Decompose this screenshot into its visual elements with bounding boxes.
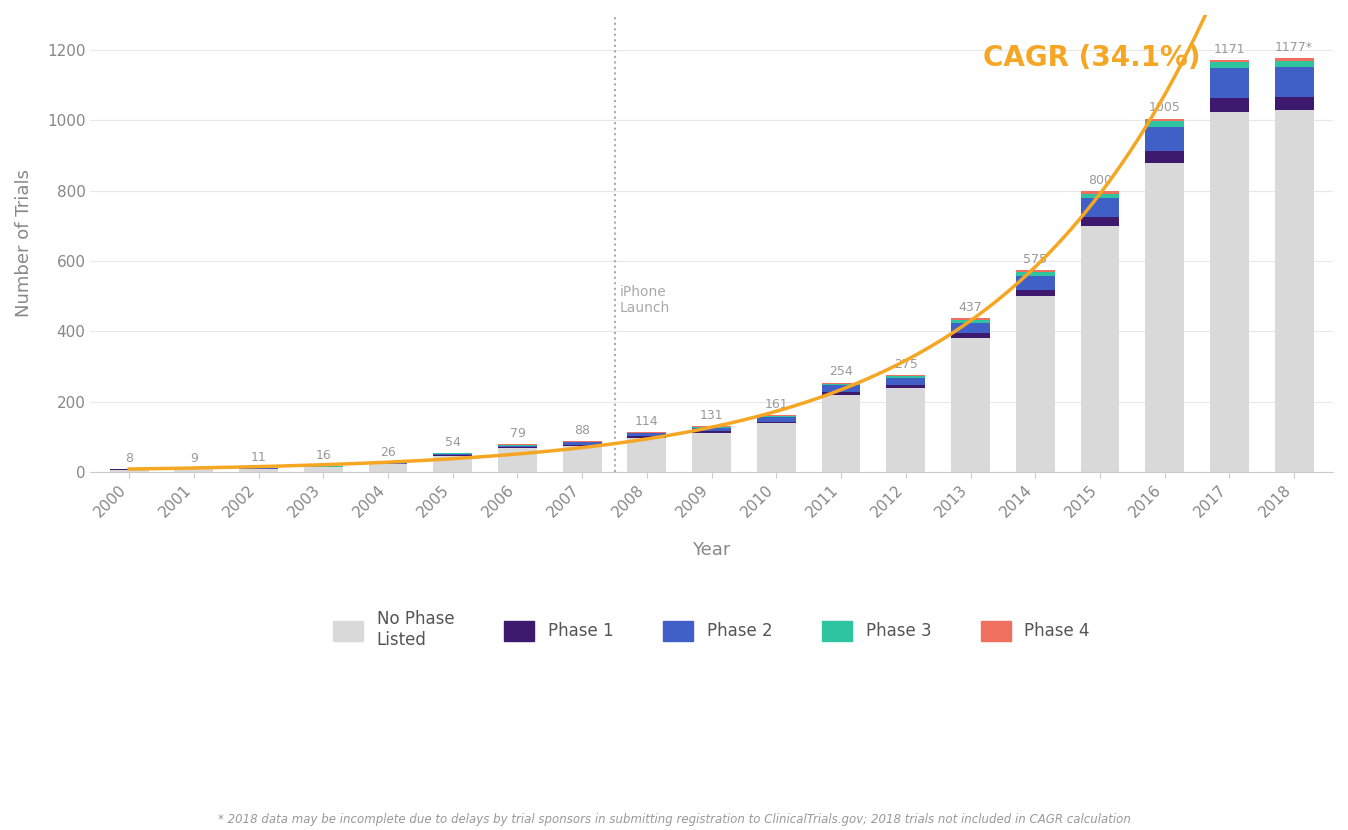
Bar xyxy=(822,392,860,394)
Bar xyxy=(627,437,666,472)
Bar xyxy=(1211,68,1248,98)
Text: iPhone
Launch: iPhone Launch xyxy=(620,285,670,315)
Bar xyxy=(497,447,537,448)
Bar xyxy=(693,431,731,432)
Bar xyxy=(1146,163,1184,472)
Bar xyxy=(1275,66,1313,96)
Bar xyxy=(822,385,860,392)
Bar xyxy=(1211,61,1248,62)
Bar xyxy=(1211,112,1248,472)
Bar xyxy=(627,432,666,433)
Bar xyxy=(497,448,537,472)
Bar xyxy=(1275,61,1313,66)
Bar xyxy=(952,319,989,320)
Bar xyxy=(952,339,989,472)
Bar xyxy=(303,467,342,472)
Bar xyxy=(887,388,925,472)
Text: 9: 9 xyxy=(190,452,198,465)
Text: 1177*: 1177* xyxy=(1275,41,1313,54)
Bar xyxy=(758,416,795,417)
Text: 1005: 1005 xyxy=(1148,101,1181,115)
Bar xyxy=(1081,217,1119,226)
Text: * 2018 data may be incomplete due to delays by trial sponsors in submitting regi: * 2018 data may be incomplete due to del… xyxy=(217,813,1131,826)
Bar xyxy=(1146,151,1184,163)
Bar xyxy=(1146,119,1184,121)
Bar xyxy=(887,385,925,388)
Bar xyxy=(758,423,795,472)
Bar xyxy=(822,383,860,385)
Text: 575: 575 xyxy=(1023,252,1047,266)
Bar xyxy=(1016,290,1054,296)
Bar xyxy=(758,417,795,422)
X-axis label: Year: Year xyxy=(693,541,731,559)
Text: 161: 161 xyxy=(764,398,789,411)
Bar xyxy=(627,433,666,437)
Bar xyxy=(1275,58,1313,61)
Bar xyxy=(1146,121,1184,127)
Text: 79: 79 xyxy=(510,427,526,440)
Bar xyxy=(1081,191,1119,194)
Bar xyxy=(1211,98,1248,112)
Bar xyxy=(562,446,601,472)
Bar xyxy=(433,456,472,472)
Bar xyxy=(1016,270,1054,272)
Bar xyxy=(562,442,601,445)
Bar xyxy=(1016,276,1054,290)
Bar xyxy=(1081,226,1119,472)
Text: 275: 275 xyxy=(894,358,918,371)
Bar xyxy=(1016,296,1054,472)
Legend: No Phase
Listed, Phase 1, Phase 2, Phase 3, Phase 4: No Phase Listed, Phase 1, Phase 2, Phase… xyxy=(326,603,1097,656)
Bar xyxy=(1275,96,1313,110)
Bar xyxy=(368,464,407,472)
Bar xyxy=(1016,272,1054,276)
Text: 114: 114 xyxy=(635,415,659,427)
Bar xyxy=(758,415,795,416)
Text: 88: 88 xyxy=(574,424,590,437)
Bar xyxy=(1146,127,1184,151)
Bar xyxy=(562,445,601,446)
Bar xyxy=(693,427,731,431)
Text: 54: 54 xyxy=(445,436,461,449)
Bar xyxy=(887,378,925,385)
Text: 1171: 1171 xyxy=(1213,43,1246,56)
Text: 131: 131 xyxy=(700,408,724,422)
Bar xyxy=(952,323,989,334)
Bar xyxy=(497,446,537,447)
Y-axis label: Number of Trials: Number of Trials xyxy=(15,169,32,317)
Bar xyxy=(693,432,731,472)
Bar xyxy=(952,320,989,323)
Bar xyxy=(952,334,989,339)
Text: 26: 26 xyxy=(380,446,396,458)
Bar xyxy=(1081,194,1119,198)
Bar xyxy=(758,422,795,423)
Text: 437: 437 xyxy=(958,301,983,314)
Bar xyxy=(1081,198,1119,217)
Text: 800: 800 xyxy=(1088,173,1112,187)
Bar xyxy=(1211,62,1248,68)
Text: 11: 11 xyxy=(251,451,267,464)
Bar xyxy=(239,469,278,472)
Bar xyxy=(1275,110,1313,472)
Bar xyxy=(174,469,213,472)
Bar xyxy=(109,470,148,472)
Bar xyxy=(887,375,925,376)
Bar xyxy=(822,394,860,472)
Text: CAGR (34.1%): CAGR (34.1%) xyxy=(984,44,1201,72)
Text: 8: 8 xyxy=(125,452,133,465)
Text: 254: 254 xyxy=(829,365,853,378)
Bar xyxy=(887,376,925,378)
Text: 16: 16 xyxy=(315,449,332,462)
Bar xyxy=(433,454,472,455)
